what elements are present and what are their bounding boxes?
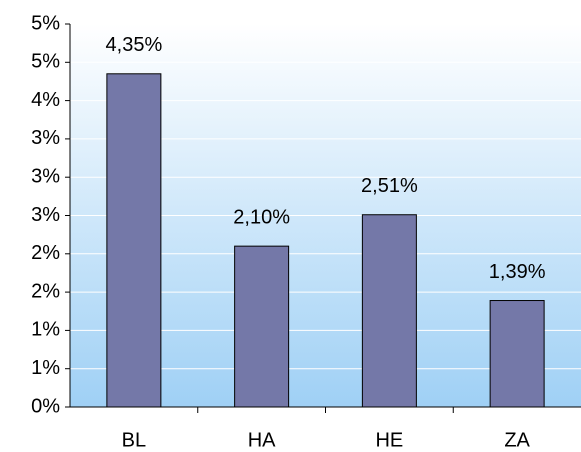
value-label: 4,35% xyxy=(106,34,163,56)
bar xyxy=(489,300,545,408)
y-tick-label: 3% xyxy=(31,127,60,149)
y-tick-label: 2% xyxy=(31,280,60,302)
y-tick-label: 2% xyxy=(31,242,60,264)
y-tick-label: 3% xyxy=(31,204,60,226)
y-tick-label: 0% xyxy=(31,395,60,417)
x-tick-label: HA xyxy=(248,429,276,451)
value-label: 2,10% xyxy=(233,206,290,228)
bar xyxy=(106,73,162,408)
value-label: 1,39% xyxy=(489,261,546,283)
bar xyxy=(234,245,290,408)
y-tick-label: 5% xyxy=(31,12,60,34)
bar xyxy=(361,214,417,408)
y-tick-label: 1% xyxy=(31,357,60,379)
value-label: 2,51% xyxy=(361,175,418,197)
x-tick-label: HE xyxy=(375,429,403,451)
y-tick-label: 4% xyxy=(31,89,60,111)
x-tick-label: BL xyxy=(122,429,146,451)
y-tick-label: 3% xyxy=(31,165,60,187)
y-tick-label: 1% xyxy=(31,319,60,341)
x-tick-label: ZA xyxy=(504,429,530,451)
y-tick-label: 5% xyxy=(31,51,60,73)
